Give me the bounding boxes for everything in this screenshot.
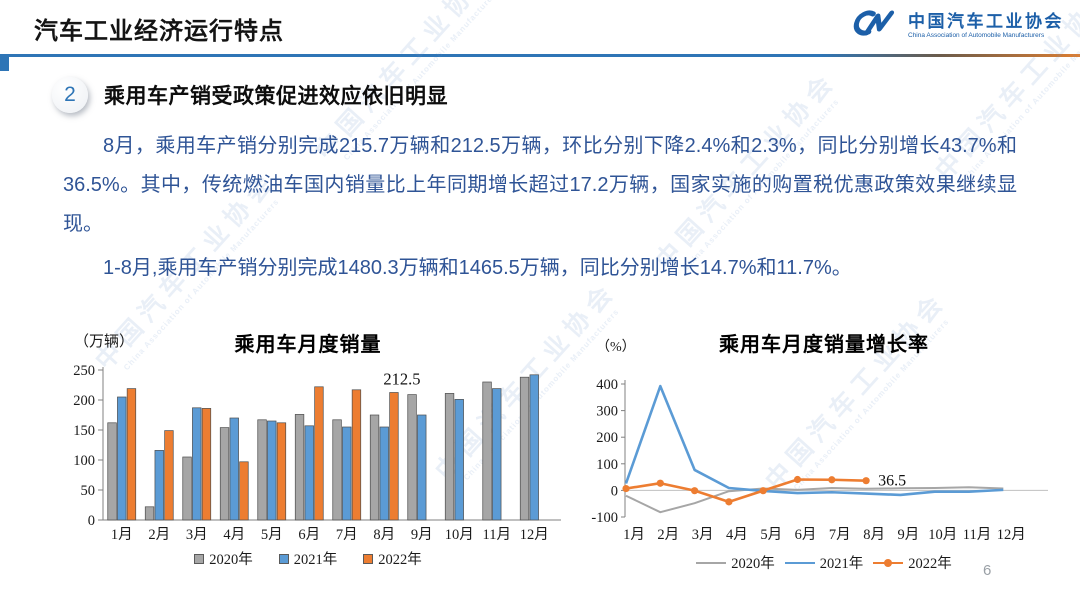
svg-text:8月: 8月 xyxy=(373,527,395,543)
legend-item: 2020年 xyxy=(194,548,253,569)
svg-text:300: 300 xyxy=(596,404,618,420)
section-heading: 乘用车产销受政策促进效应依旧明显 xyxy=(104,85,448,108)
page-title: 汽车工业经济运行特点 xyxy=(34,18,284,45)
logo-name-en: China Association of Automobile Manufact… xyxy=(908,31,1045,39)
svg-text:6月: 6月 xyxy=(298,527,320,543)
svg-text:400: 400 xyxy=(596,377,618,393)
svg-text:-100: -100 xyxy=(591,510,618,526)
legend-item: 2022年 xyxy=(363,548,422,569)
bar-chart-plot: 0 50 100 150 200 250 1月 2月 3月 4月 5月 6月 7月 8月 9月 10月 11月 1… xyxy=(73,364,561,543)
legend-item: 2021年 xyxy=(278,548,337,569)
legend-line-2022 xyxy=(873,558,904,567)
paragraph-2: 1-8月,乘用车产销分别完成1480.3万辆和1465.5万辆，同比分别增长14… xyxy=(103,257,852,279)
svg-text:2月: 2月 xyxy=(657,527,679,543)
svg-text:4月: 4月 xyxy=(223,527,245,543)
svg-text:11月: 11月 xyxy=(963,527,991,543)
svg-text:50: 50 xyxy=(81,483,96,499)
svg-text:11月: 11月 xyxy=(483,527,511,543)
svg-text:100: 100 xyxy=(596,457,618,473)
legend-line-2020 xyxy=(696,561,727,564)
svg-text:36.5: 36.5 xyxy=(878,473,906,490)
section-header: 2 乘用车产销受政策促进效应依旧明显 xyxy=(52,77,448,113)
svg-text:8月: 8月 xyxy=(863,527,885,543)
line-chart-plot: -100 0 100 200 300 400 1月 2月 3月 4月 5月 6月 7月 8月 9月 10月 11… xyxy=(591,377,1048,543)
svg-text:3月: 3月 xyxy=(186,527,208,543)
svg-text:1月: 1月 xyxy=(111,527,133,543)
paragraph-1: 8月，乘用车产销分别完成215.7万辆和212.5万辆，环比分别下降2.4%和2… xyxy=(63,135,1017,235)
svg-text:150: 150 xyxy=(73,423,95,439)
svg-text:9月: 9月 xyxy=(898,527,920,543)
caam-logo-icon xyxy=(853,7,899,44)
svg-text:100: 100 xyxy=(73,453,95,469)
svg-text:200: 200 xyxy=(73,393,95,409)
line-chart-legend: 2020年 2021年 2022年 xyxy=(578,552,1070,573)
bar-chart-title: 乘用车月度销量 xyxy=(234,334,382,356)
svg-text:10月: 10月 xyxy=(445,527,474,543)
svg-text:12月: 12月 xyxy=(997,527,1026,543)
svg-text:0: 0 xyxy=(88,513,95,529)
svg-text:5月: 5月 xyxy=(760,527,782,543)
svg-text:2月: 2月 xyxy=(148,527,170,543)
monthly-sales-bar-chart: （万辆） 乘用车月度销量 0 50 100 150 200 250 1月 2月 3月 4月 5月 6月… xyxy=(48,320,568,569)
body-text: 8月，乘用车产销分别完成215.7万辆和212.5万辆，环比分别下降2.4%和2… xyxy=(63,127,1017,288)
svg-text:7月: 7月 xyxy=(829,527,851,543)
page-number: 6 xyxy=(983,562,992,579)
legend-swatch-2020 xyxy=(194,553,205,564)
svg-text:9月: 9月 xyxy=(411,527,433,543)
line-chart-unit-label: （%） xyxy=(596,340,636,355)
legend-swatch-2021 xyxy=(278,553,289,564)
legend-item: 2021年 xyxy=(784,552,863,573)
section-number-badge: 2 xyxy=(52,77,88,113)
line-chart-title: 乘用车月度销量增长率 xyxy=(719,334,929,356)
legend-item: 2022年 xyxy=(873,552,952,573)
legend-swatch-2022 xyxy=(363,553,374,564)
svg-text:7月: 7月 xyxy=(336,527,358,543)
legend-item: 2020年 xyxy=(696,552,775,573)
left-accent-mark xyxy=(0,57,9,71)
growth-rate-line-chart: （%） 乘用车月度销量增长率 -100 0 100 200 300 400 1月 2月 3月 4月… xyxy=(578,320,1070,573)
svg-text:12月: 12月 xyxy=(520,527,549,543)
svg-text:250: 250 xyxy=(73,364,95,379)
bar-chart-unit-label: （万辆） xyxy=(74,334,135,350)
caam-logo: 中国汽车工业协会 China Association of Automobile… xyxy=(853,7,1064,44)
svg-text:1月: 1月 xyxy=(623,527,645,543)
svg-text:6月: 6月 xyxy=(795,527,817,543)
svg-text:0: 0 xyxy=(611,483,618,499)
svg-text:10月: 10月 xyxy=(928,527,957,543)
legend-line-2021 xyxy=(784,561,815,564)
svg-text:5月: 5月 xyxy=(261,527,283,543)
logo-name-cn: 中国汽车工业协会 xyxy=(908,11,1064,31)
svg-text:3月: 3月 xyxy=(692,527,714,543)
svg-text:212.5: 212.5 xyxy=(383,370,420,389)
header-divider xyxy=(0,54,1080,57)
svg-text:200: 200 xyxy=(596,430,618,446)
bar-chart-legend: 2020年 2021年 2022年 xyxy=(48,548,568,569)
svg-text:4月: 4月 xyxy=(726,527,748,543)
